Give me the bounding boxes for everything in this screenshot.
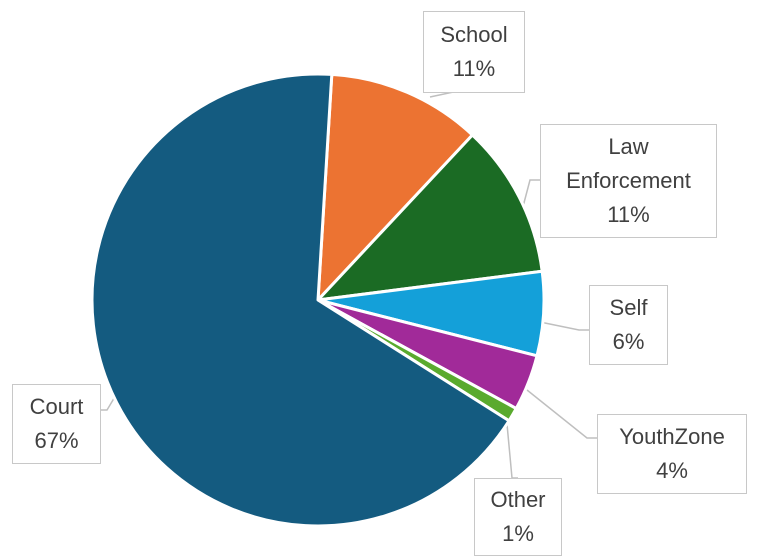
data-label-self-name: Self (609, 295, 648, 320)
data-label-court: Court 67% (12, 384, 101, 464)
data-label-law-enforcement-name-line1: Law (608, 134, 649, 159)
leader-line-self (539, 321, 589, 331)
data-label-youthzone-value: 4% (656, 458, 688, 483)
data-label-school-name: School (440, 22, 508, 47)
data-label-other: Other 1% (474, 478, 562, 556)
pie-slice-court (90, 72, 511, 528)
data-label-law-enforcement: Law Enforcement 11% (540, 124, 717, 238)
data-label-other-name: Other (490, 487, 546, 512)
data-label-law-enforcement-name-line2: Enforcement (566, 168, 691, 193)
pie-slices (90, 72, 546, 528)
data-label-youthzone-name: YouthZone (619, 424, 725, 449)
pie-slice-school (316, 72, 474, 302)
data-label-court-value: 67% (34, 428, 79, 453)
data-label-self-value: 6% (612, 329, 645, 354)
data-label-youthzone: YouthZone 4% (597, 414, 747, 494)
pie-slice-law-enforcement (316, 133, 544, 302)
leader-line-court (101, 394, 117, 411)
data-label-court-name: Court (29, 394, 84, 419)
data-label-law-enforcement-value: 11% (607, 202, 650, 227)
leader-line-other (506, 423, 518, 479)
data-label-self: Self 6% (589, 285, 668, 365)
data-label-school: School 11% (423, 11, 525, 93)
leader-line-youthzone (526, 389, 597, 439)
data-label-school-value: 11% (452, 56, 496, 81)
data-label-other-value: 1% (502, 521, 534, 546)
